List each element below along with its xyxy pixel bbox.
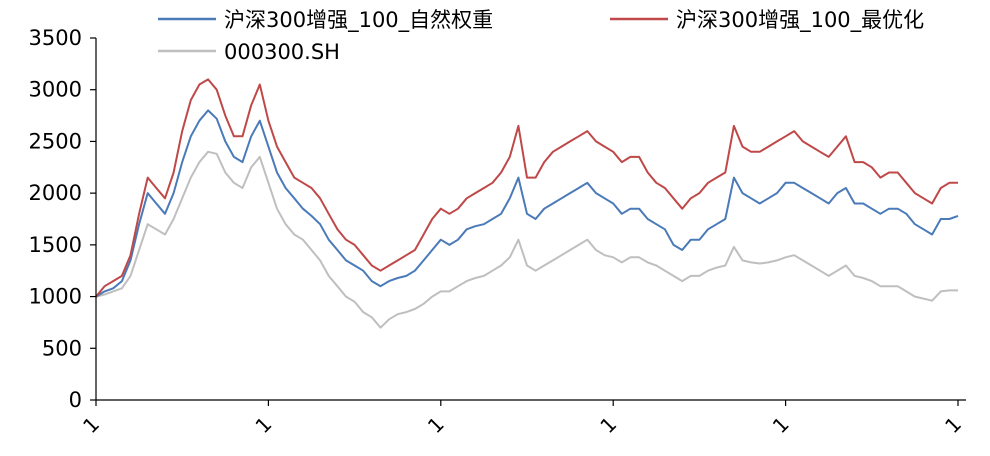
x-tick-label: 1 [768,412,794,438]
y-tick-label: 2000 [29,181,82,205]
plot-lines [95,78,959,329]
axes [95,38,966,401]
x-axis-ticks: 1 1 1 1 1 1 [78,400,966,438]
x-tick-label: 1 [595,412,621,438]
y-tick-label: 3000 [29,78,82,102]
x-tick-label: 1 [940,412,966,438]
legend-label: 000300.SH [224,40,340,64]
y-tick-label: 1500 [29,233,82,257]
x-tick-label: 1 [78,412,104,438]
x-tick-label: 1 [250,412,276,438]
series-line-0 [95,109,959,298]
legend-label: 沪深300增强_100_最优化 [676,8,924,33]
y-tick-label: 2500 [29,129,82,153]
y-axis-ticks: 0 500 1000 1500 2000 2500 3000 3500 [29,26,96,412]
y-tick-label: 500 [42,336,82,360]
y-tick-label: 0 [69,388,82,412]
y-tick-label: 3500 [29,26,82,50]
series-line-1 [95,78,958,298]
series-line-2 [95,150,958,329]
x-tick-label: 1 [423,412,449,438]
legend: 沪深300增强_100_自然权重 沪深300增强_100_最优化 000300.SH [158,8,924,64]
y-tick-label: 1000 [29,285,82,309]
legend-label: 沪深300增强_100_自然权重 [224,8,493,33]
